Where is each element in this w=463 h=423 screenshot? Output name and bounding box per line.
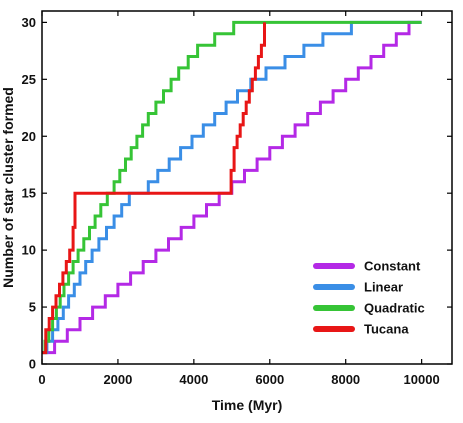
legend-label-quadratic: Quadratic — [364, 301, 425, 316]
y-tick-label: 20 — [22, 129, 36, 144]
x-tick-label: 4000 — [179, 372, 208, 387]
x-tick-label: 2000 — [103, 372, 132, 387]
y-tick-label: 30 — [22, 15, 36, 30]
y-tick-label: 0 — [29, 357, 36, 372]
y-tick-label: 10 — [22, 243, 36, 258]
x-tick-label: 10000 — [404, 372, 440, 387]
x-tick-label: 8000 — [331, 372, 360, 387]
x-tick-label: 0 — [38, 372, 45, 387]
legend-label-constant: Constant — [364, 259, 421, 274]
series-lines — [42, 20, 422, 355]
y-tick-label: 5 — [29, 300, 36, 315]
x-axis-label: Time (Myr) — [212, 397, 283, 413]
legend-label-linear: Linear — [364, 280, 403, 295]
y-tick-label: 25 — [22, 72, 36, 87]
plot-frame — [41, 10, 453, 365]
x-tick-label: 6000 — [255, 372, 284, 387]
y-tick-label: 15 — [22, 186, 36, 201]
legend: Constant Linear Quadratic Tucana — [306, 252, 441, 344]
legend-label-tucana: Tucana — [364, 322, 409, 337]
y-axis-label: Number of star cluster formed — [0, 87, 16, 288]
series-line-tucana — [42, 22, 266, 355]
axis-ticks: 0 2000 4000 6000 8000 10000 0 5 10 15 20 25 30 — [22, 11, 452, 387]
